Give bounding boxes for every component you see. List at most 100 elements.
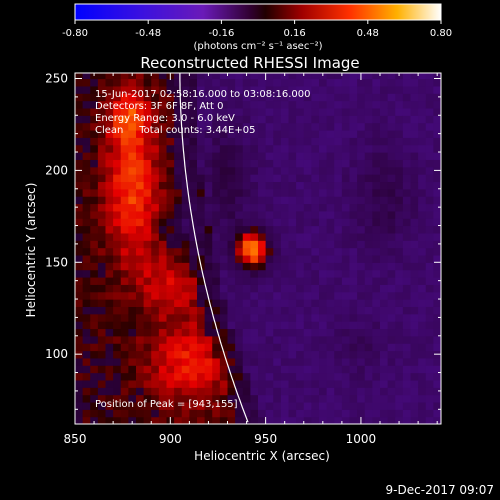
heatmap-cell (235, 129, 244, 138)
heatmap-cell (235, 73, 244, 80)
heatmap-cell (418, 350, 427, 359)
heatmap-cell (250, 291, 259, 300)
heatmap-cell (227, 73, 236, 80)
heatmap-cell (273, 174, 282, 183)
heatmap-cell (265, 313, 274, 322)
heatmap-cell (402, 210, 412, 219)
heatmap-cell (143, 321, 152, 330)
heatmap-cell (387, 225, 396, 234)
heatmap-cell (197, 210, 206, 219)
heatmap-cell (151, 350, 160, 359)
heatmap-cell (395, 379, 404, 388)
heatmap-cell (219, 181, 229, 190)
heatmap-cell (425, 107, 434, 116)
heatmap-cell (82, 85, 91, 94)
heatmap-cell (158, 350, 168, 359)
heatmap-cell (326, 137, 335, 146)
heatmap-cell (319, 129, 328, 138)
heatmap-cell (410, 262, 419, 271)
heatmap-cell (280, 181, 290, 190)
heatmap-cell (105, 196, 114, 205)
heatmap-cell (372, 181, 381, 190)
heatmap-cell (174, 181, 183, 190)
heatmap-cell (357, 343, 366, 352)
x-tick-labels: 850 900 950 1000 (64, 432, 377, 446)
heatmap-cell (334, 137, 343, 146)
heatmap-cell (410, 107, 419, 116)
footer-date: 9-Dec-2017 09:07 (386, 483, 494, 497)
heatmap-cell (151, 291, 160, 300)
heatmap-cell (311, 240, 320, 249)
heatmap-cell (280, 379, 290, 388)
heatmap-cell (372, 100, 381, 109)
heatmap-cell (128, 269, 137, 278)
heatmap-cell (235, 387, 244, 396)
heatmap-cell (410, 372, 419, 381)
heatmap-cell (265, 291, 274, 300)
info-clean-counts: Clean Total counts: 3.44E+05 (95, 125, 255, 136)
heatmap-cell (158, 409, 168, 418)
heatmap-cell (166, 379, 175, 388)
heatmap-cell (189, 254, 198, 263)
heatmap-cell (166, 93, 175, 102)
heatmap-cell (258, 152, 267, 160)
heatmap-cell (181, 328, 190, 337)
heatmap-cell (181, 284, 190, 293)
heatmap-cell (341, 196, 351, 205)
heatmap-cell (311, 379, 320, 388)
heatmap-cell (227, 276, 236, 285)
heatmap-cell (433, 343, 441, 352)
heatmap-cell (174, 276, 183, 285)
heatmap-cell (311, 210, 320, 219)
heatmap-cell (265, 409, 274, 418)
heatmap-cell (341, 152, 351, 160)
heatmap-cell (82, 372, 91, 381)
heatmap-cell (136, 152, 145, 160)
heatmap-cell (380, 321, 389, 330)
heatmap-cell (311, 152, 320, 160)
heatmap-cell (90, 196, 99, 205)
heatmap-cell (143, 203, 152, 212)
heatmap-cell (265, 203, 274, 212)
heatmap-cell (197, 299, 206, 307)
heatmap-cell (372, 357, 381, 366)
heatmap-cell (303, 357, 312, 366)
heatmap-cell (113, 159, 122, 168)
heatmap-cell (433, 152, 441, 160)
heatmap-cell (158, 107, 168, 116)
heatmap-cell (113, 181, 122, 190)
heatmap-cell (219, 247, 229, 256)
heatmap-cell (227, 343, 236, 352)
heatmap-cell (402, 409, 412, 418)
heatmap-cell (418, 357, 427, 366)
heatmap-cell (227, 335, 236, 344)
heatmap-cell (258, 328, 267, 337)
heatmap-cell (372, 409, 381, 418)
heatmap-cell (242, 343, 251, 352)
heatmap-cell (113, 299, 122, 307)
heatmap-cell (433, 335, 441, 344)
x-tick-label: 1000 (346, 432, 377, 446)
heatmap-cell (326, 196, 335, 205)
heatmap-cell (105, 269, 114, 278)
heatmap-cell (197, 313, 206, 322)
heatmap-cell (174, 73, 183, 80)
heatmap-cell (204, 129, 213, 138)
heatmap-cell (380, 416, 389, 424)
heatmap-cell (364, 196, 373, 205)
heatmap-cell (357, 401, 366, 410)
heatmap-cell (341, 247, 351, 256)
heatmap-cell (143, 188, 152, 197)
heatmap-cell (319, 100, 328, 109)
heatmap-cell (402, 137, 412, 146)
heatmap-cell (303, 122, 312, 131)
heatmap-cell (181, 240, 190, 249)
heatmap-cell (120, 401, 129, 410)
heatmap-cell (105, 232, 114, 241)
heatmap-cell (219, 401, 229, 410)
heatmap-cell (433, 232, 441, 241)
heatmap-cell (380, 350, 389, 359)
heatmap-cell (265, 85, 274, 94)
heatmap-cell (296, 137, 305, 146)
heatmap-cell (82, 387, 91, 396)
